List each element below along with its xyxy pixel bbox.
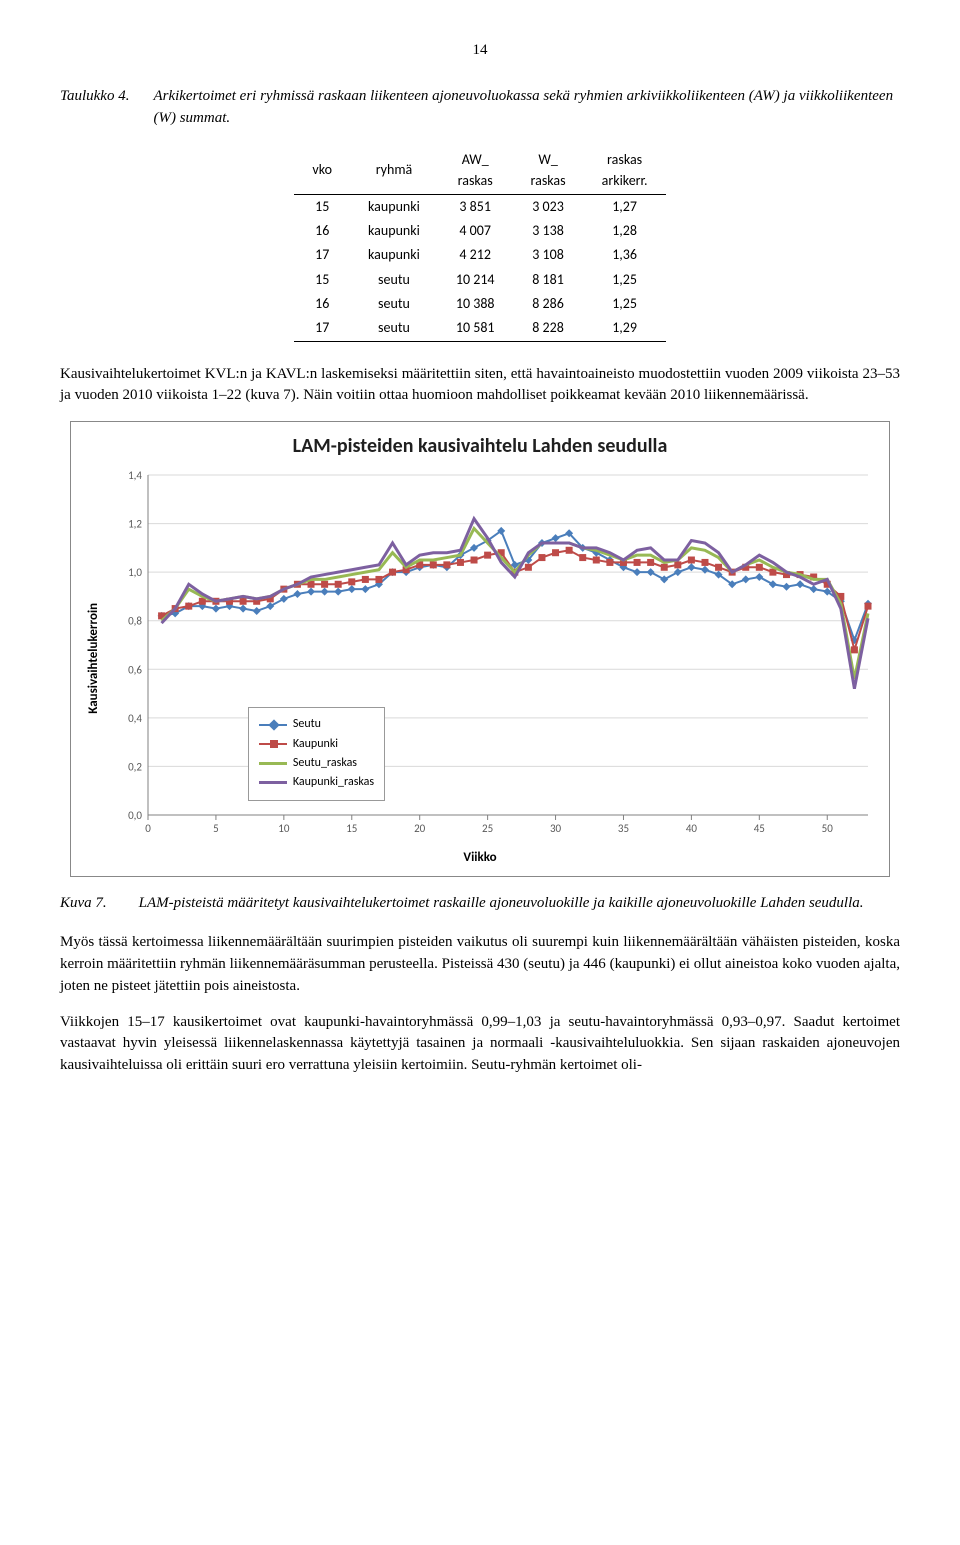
chart-legend: Seutu Kaupunki Seutu_raskas Kaupunki_raskas: [248, 707, 385, 801]
paragraph-1: Kausivaihtelukertoimet KVL:n ja KAVL:n l…: [60, 364, 900, 408]
chart-ylabel: Kausivaihtelukerroin: [81, 469, 108, 847]
chart-container: LAM-pisteiden kausivaihtelu Lahden seudu…: [70, 421, 890, 877]
svg-text:50: 50: [822, 822, 834, 835]
svg-text:35: 35: [618, 822, 629, 835]
svg-text:0: 0: [145, 822, 151, 835]
table-cell: kaupunki: [350, 194, 438, 219]
chart-title: LAM-pisteiden kausivaihtelu Lahden seudu…: [81, 432, 879, 461]
figure-caption-label: Kuva 7.: [60, 893, 107, 915]
legend-label: Kaupunki_raskas: [293, 774, 374, 791]
svg-text:25: 25: [482, 822, 493, 835]
table-cell: seutu: [350, 316, 438, 341]
table-cell: 1,25: [584, 292, 666, 316]
figure-caption-text: LAM-pisteistä määritetyt kausivaihteluke…: [139, 893, 864, 915]
svg-text:0,4: 0,4: [128, 712, 142, 725]
legend-item: Seutu: [259, 716, 374, 733]
table-cell: 17: [294, 243, 350, 267]
table-cell: 8 286: [513, 292, 584, 316]
legend-label: Seutu_raskas: [293, 755, 357, 772]
figure-caption: Kuva 7. LAM-pisteistä määritetyt kausiva…: [60, 893, 900, 915]
table-cell: 4 007: [438, 219, 513, 243]
paragraph-3: Viikkojen 15–17 kausikertoimet ovat kaup…: [60, 1012, 900, 1077]
page-number: 14: [60, 40, 900, 62]
table-caption-label: Taulukko 4.: [60, 86, 129, 130]
table-cell: 10 581: [438, 316, 513, 341]
table-cell: kaupunki: [350, 243, 438, 267]
table-cell: 16: [294, 292, 350, 316]
table-cell: 1,25: [584, 268, 666, 292]
table-cell: 1,28: [584, 219, 666, 243]
table-cell: seutu: [350, 292, 438, 316]
paragraph-2: Myös tässä kertoimessa liikennemäärältää…: [60, 932, 900, 997]
table-cell: kaupunki: [350, 219, 438, 243]
table-header-cell: raskasarkikerr.: [584, 147, 666, 194]
svg-text:0,8: 0,8: [128, 615, 142, 628]
table-cell: 3 108: [513, 243, 584, 267]
table-cell: 15: [294, 194, 350, 219]
svg-text:0,0: 0,0: [128, 809, 142, 822]
legend-item: Kaupunki_raskas: [259, 774, 374, 791]
table-cell: 16: [294, 219, 350, 243]
chart-svg: 0,0 0,2 0,4 0,6 0,8 1,0 1,2 1,4 0 5 10 15 20 25 30 35 40…: [108, 469, 878, 839]
table-row: 15kaupunki3 8513 0231,27: [294, 194, 665, 219]
table-row: 16kaupunki4 0073 1381,28: [294, 219, 665, 243]
svg-text:1,4: 1,4: [128, 469, 142, 482]
table-header-cell: W_raskas: [513, 147, 584, 194]
table-header-cell: vko: [294, 147, 350, 194]
chart-xlabel: Viikko: [81, 849, 879, 868]
table-cell: 3 023: [513, 194, 584, 219]
table-cell: 3 851: [438, 194, 513, 219]
svg-text:45: 45: [754, 822, 765, 835]
table-cell: 15: [294, 268, 350, 292]
table-cell: 1,29: [584, 316, 666, 341]
svg-text:10: 10: [278, 822, 290, 835]
table-cell: 10 388: [438, 292, 513, 316]
table-cell: 1,27: [584, 194, 666, 219]
legend-item: Seutu_raskas: [259, 755, 374, 772]
table-cell: 8 228: [513, 316, 584, 341]
legend-item: Kaupunki: [259, 736, 374, 753]
svg-text:1,2: 1,2: [128, 518, 142, 531]
svg-text:0,6: 0,6: [128, 663, 142, 676]
svg-text:15: 15: [346, 822, 357, 835]
table-caption: Taulukko 4. Arkikertoimet eri ryhmissä r…: [60, 86, 900, 130]
table-cell: 17: [294, 316, 350, 341]
table-header-cell: AW_raskas: [438, 147, 513, 194]
svg-text:20: 20: [414, 822, 426, 835]
table-cell: 1,36: [584, 243, 666, 267]
svg-text:30: 30: [550, 822, 562, 835]
svg-text:40: 40: [686, 822, 698, 835]
table-header-cell: ryhmä: [350, 147, 438, 194]
table-cell: seutu: [350, 268, 438, 292]
table-cell: 3 138: [513, 219, 584, 243]
table-cell: 4 212: [438, 243, 513, 267]
svg-text:5: 5: [213, 822, 219, 835]
legend-label: Kaupunki: [293, 736, 338, 753]
table-cell: 10 214: [438, 268, 513, 292]
table-caption-text: Arkikertoimet eri ryhmissä raskaan liike…: [153, 86, 900, 130]
table-cell: 8 181: [513, 268, 584, 292]
table-row: 17kaupunki4 2123 1081,36: [294, 243, 665, 267]
table-row: 16seutu10 3888 2861,25: [294, 292, 665, 316]
svg-text:1,0: 1,0: [128, 566, 142, 579]
data-table: vkoryhmäAW_raskasW_raskasraskasarkikerr.…: [294, 147, 665, 341]
table-row: 15seutu10 2148 1811,25: [294, 268, 665, 292]
table-row: 17seutu10 5818 2281,29: [294, 316, 665, 341]
svg-text:0,2: 0,2: [128, 761, 142, 774]
legend-label: Seutu: [293, 716, 321, 733]
